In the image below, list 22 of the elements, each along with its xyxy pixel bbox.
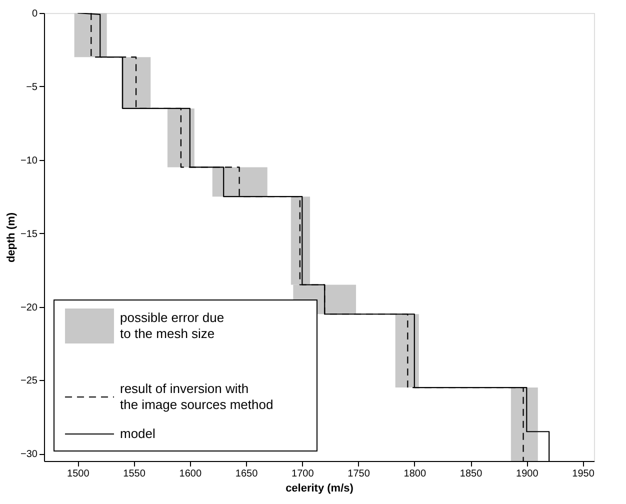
y-tick-label: −10 — [20, 155, 38, 166]
x-tick-label: 1950 — [572, 468, 595, 480]
x-tick-label: 1800 — [404, 468, 426, 480]
x-tick-label: 1750 — [348, 468, 370, 480]
y-tick-label: −15 — [20, 228, 38, 240]
x-tick-label: 1650 — [235, 468, 258, 480]
x-tick-label: 1600 — [179, 468, 202, 480]
legend-label: model — [120, 426, 156, 441]
y-tick-label: −30 — [20, 449, 38, 460]
y-tick-label: 0 — [32, 8, 38, 20]
legend-label: result of inversion with the image sources method — [120, 381, 274, 412]
x-tick-label: 1850 — [460, 468, 483, 480]
y-axis-title: depth (m) — [6, 212, 18, 263]
y-tick-label: −5 — [26, 82, 38, 93]
annotation: possible error due to the mesh size — [120, 310, 224, 341]
y-tick-label: −20 — [20, 302, 38, 314]
x-tick-label: 1550 — [123, 468, 146, 480]
x-axis-title: celerity (m/s) — [286, 482, 354, 494]
x-tick-label: 1900 — [516, 468, 539, 480]
x-tick-label: 1500 — [67, 468, 90, 480]
x-tick-label: 1700 — [292, 468, 314, 480]
y-tick-label: −25 — [20, 376, 38, 387]
